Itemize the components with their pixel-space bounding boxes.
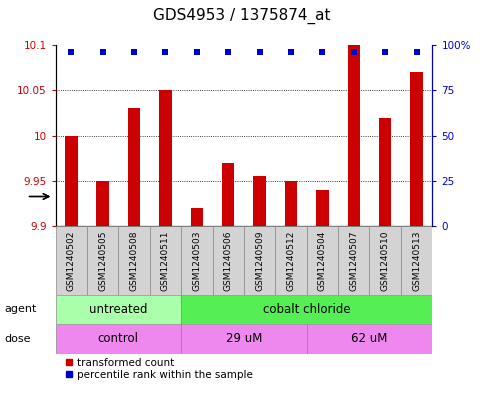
Text: GSM1240513: GSM1240513 [412,230,421,290]
Text: GSM1240511: GSM1240511 [161,230,170,290]
Bar [87,226,118,295]
Text: GDS4953 / 1375874_at: GDS4953 / 1375874_at [153,8,330,24]
Point [412,49,420,55]
Text: GSM1240509: GSM1240509 [255,230,264,290]
Bar [244,226,275,295]
Bar [338,226,369,295]
Bar [56,226,87,295]
Text: GSM1240507: GSM1240507 [349,230,358,290]
Point [256,49,264,55]
Bar [56,295,181,324]
Text: GSM1240512: GSM1240512 [286,230,296,290]
Bar [307,226,338,295]
Point [99,49,107,55]
Text: 29 uM: 29 uM [226,332,262,345]
Text: GSM1240503: GSM1240503 [192,230,201,290]
Bar [307,324,432,354]
Bar [128,108,141,226]
Text: agent: agent [5,305,37,314]
Bar [369,226,401,295]
Point [224,49,232,55]
Bar [56,324,181,354]
Bar [159,90,172,226]
Text: control: control [98,332,139,345]
Bar [181,324,307,354]
Legend: transformed count, percentile rank within the sample: transformed count, percentile rank withi… [61,353,257,384]
Bar [97,181,109,226]
Bar [348,45,360,226]
Bar [401,226,432,295]
Bar [150,226,181,295]
Bar [316,190,329,226]
Bar [253,176,266,226]
Bar [181,295,432,324]
Text: untreated: untreated [89,303,148,316]
Bar [285,181,298,226]
Bar [190,208,203,226]
Bar [222,163,235,226]
Bar [65,136,78,226]
Point [68,49,75,55]
Text: 62 uM: 62 uM [351,332,388,345]
Point [350,49,357,55]
Bar [213,226,244,295]
Text: GSM1240504: GSM1240504 [318,230,327,290]
Bar [411,72,423,226]
Bar [181,226,213,295]
Text: dose: dose [5,334,31,344]
Text: GSM1240505: GSM1240505 [98,230,107,290]
Bar [379,118,391,226]
Point [319,49,327,55]
Point [130,49,138,55]
Point [382,49,389,55]
Text: GSM1240502: GSM1240502 [67,230,76,290]
Point [193,49,201,55]
Text: GSM1240510: GSM1240510 [381,230,390,290]
Text: GSM1240506: GSM1240506 [224,230,233,290]
Point [161,49,170,55]
Text: GSM1240508: GSM1240508 [129,230,139,290]
Text: cobalt chloride: cobalt chloride [263,303,351,316]
Bar [118,226,150,295]
Point [287,49,295,55]
Bar [275,226,307,295]
